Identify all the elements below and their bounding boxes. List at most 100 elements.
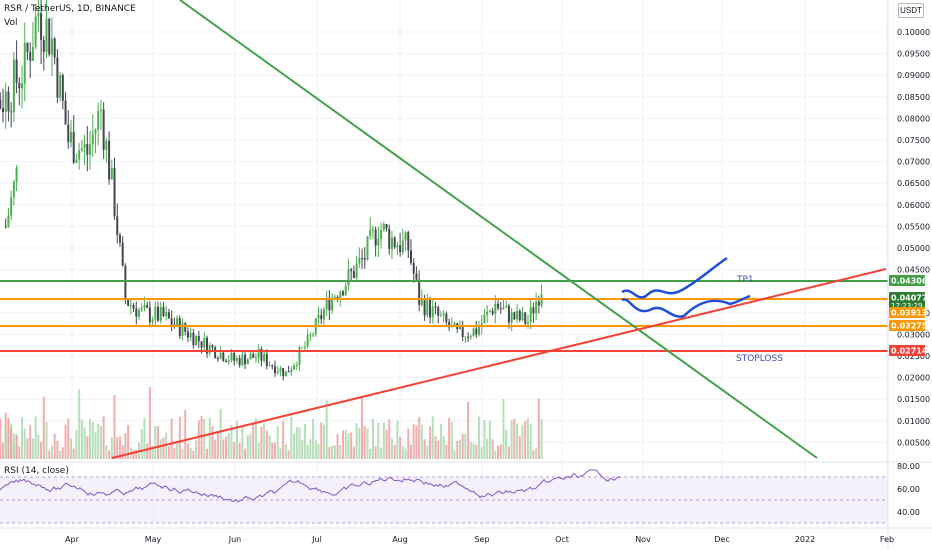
tp1-label: TP1	[736, 275, 754, 285]
candle-body	[418, 279, 421, 305]
volume-bar	[167, 446, 170, 459]
candle-body	[110, 167, 113, 180]
candle-body	[176, 318, 179, 326]
volume-bar	[431, 416, 434, 459]
volume-bar	[347, 433, 350, 459]
volume-bar	[317, 443, 320, 459]
price-tick: 0.04500	[897, 266, 930, 275]
price-tag-label: 0.04077	[891, 294, 927, 303]
price-tag-label: 0.04306	[891, 277, 928, 286]
candle-body	[312, 334, 315, 336]
candle-body	[225, 360, 228, 362]
volume-bar	[535, 448, 538, 459]
candle-body	[29, 52, 32, 61]
ascending-trendline	[111, 268, 887, 459]
candle-body	[342, 291, 344, 296]
candle-body	[420, 298, 423, 305]
price-tick: 0.03000	[897, 330, 930, 339]
volume-bar	[208, 417, 211, 459]
price-tick: 0.09500	[897, 50, 930, 59]
candle-body	[165, 312, 168, 316]
candle-body	[178, 318, 181, 337]
candle-body	[271, 365, 274, 367]
candle-body	[461, 325, 464, 338]
candle-body	[374, 229, 377, 246]
candle-body	[507, 305, 510, 323]
candle-body	[64, 100, 67, 125]
candle-body	[282, 368, 285, 377]
candle-body	[526, 321, 529, 324]
volume-bar	[91, 421, 94, 459]
volume-bar	[382, 422, 385, 459]
volume-bar	[453, 450, 456, 459]
volume-bar	[260, 426, 263, 459]
volume-bar	[325, 400, 328, 459]
candle-body	[124, 265, 127, 301]
candle-body	[146, 305, 149, 308]
volume-bar	[510, 420, 513, 459]
volume-bar	[113, 395, 116, 459]
candle-body	[72, 132, 75, 163]
volume-bar	[61, 447, 64, 459]
candle-body	[162, 307, 165, 316]
currency-button[interactable]: USDT	[898, 3, 924, 18]
price-tag-timer: 17:23:29	[891, 302, 922, 310]
volume-bar	[309, 439, 312, 459]
volume-bar	[211, 426, 214, 459]
candle-body	[21, 83, 24, 89]
volume-bar	[458, 439, 461, 459]
volume-bar	[412, 424, 415, 459]
candle-body	[317, 314, 320, 319]
volume-bar	[322, 424, 325, 459]
stoploss-label: STOPLOSS	[736, 354, 783, 364]
candle-body	[287, 371, 290, 373]
volume-bar	[4, 428, 7, 459]
price-tick: 0.07000	[897, 158, 930, 167]
volume-bar	[366, 428, 369, 459]
symbol-title[interactable]: RSR / TetherUS, 1D, BINANCE	[4, 4, 136, 14]
volume-bar	[369, 448, 372, 459]
candle-body	[140, 307, 143, 310]
candle-body	[23, 42, 26, 84]
volume-bar	[505, 429, 508, 459]
volume-bar	[524, 420, 527, 459]
candle-body	[303, 346, 306, 348]
rsi-line	[0, 469, 621, 503]
time-label: Jul	[311, 535, 322, 544]
candle-body	[472, 328, 475, 337]
volume-bar	[429, 426, 432, 459]
volume-bar	[407, 428, 410, 459]
candle-body	[118, 234, 121, 243]
volume-bar	[162, 437, 165, 459]
volume-bar	[518, 436, 521, 459]
volume-bar	[21, 417, 24, 459]
candle-body	[170, 318, 173, 325]
candle-body	[45, 18, 48, 52]
volume-bar	[23, 428, 26, 459]
volume-bar	[70, 438, 72, 459]
volume-bar	[445, 444, 448, 459]
volume-bar	[461, 433, 464, 459]
volume-bar	[494, 450, 497, 459]
candle-body	[154, 306, 157, 320]
volume-bar	[450, 421, 453, 459]
candle-body	[263, 354, 266, 361]
candle-body	[491, 311, 494, 314]
candle-body	[380, 229, 383, 240]
candle-body	[26, 42, 29, 53]
volume-bar	[176, 442, 179, 459]
volume-bar	[89, 418, 92, 459]
candle-body	[15, 59, 18, 83]
rsi-title[interactable]: RSI (14, close)	[4, 466, 69, 476]
volume-bar	[507, 446, 510, 459]
candle-body	[442, 313, 445, 316]
volume-bar	[271, 442, 274, 459]
volume-bar	[456, 440, 459, 459]
price-tick: 0.05500	[897, 222, 930, 231]
volume-bar	[464, 433, 467, 459]
price-tick: 0.02500	[897, 352, 930, 361]
volume-bar	[529, 424, 532, 459]
volume-bar	[312, 418, 315, 459]
volume-bar	[78, 389, 81, 459]
